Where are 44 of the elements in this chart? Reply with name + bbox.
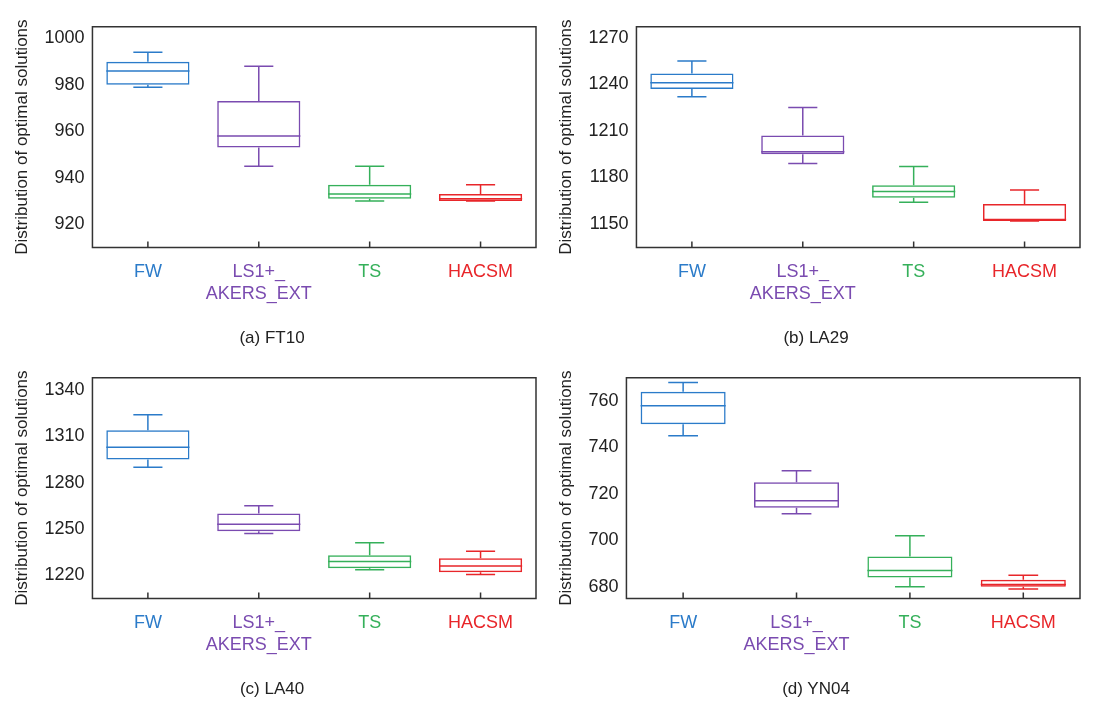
x-tick-label: HACSM xyxy=(448,261,514,282)
x-tick-label: HACSM xyxy=(990,612,1056,633)
y-tick-label: 980 xyxy=(54,73,85,94)
y-tick-label: 1310 xyxy=(44,425,85,446)
text: (b) LA29 xyxy=(783,328,849,348)
y-tick-label: 960 xyxy=(54,120,85,141)
y-tick-label: 1340 xyxy=(44,379,85,400)
x-tick-label: FW xyxy=(133,612,162,633)
x-tick-label: HACSM xyxy=(992,261,1058,282)
y-tick-label: 760 xyxy=(588,389,619,410)
text: (a) FT10 xyxy=(239,328,305,348)
y-tick-label: 1240 xyxy=(588,73,629,94)
x-tick-label: TS xyxy=(902,261,926,282)
y-tick-label: 1250 xyxy=(44,517,85,538)
x-tick-label: FW xyxy=(669,612,698,633)
y-axis-title: Distribution of optimal solutions xyxy=(555,370,575,606)
text: (d) YN04 xyxy=(782,679,850,699)
y-tick-label: 740 xyxy=(588,436,619,457)
y-tick-label: 680 xyxy=(588,575,619,596)
y-tick-label: 720 xyxy=(588,482,619,503)
x-tick-label: TS xyxy=(358,612,382,633)
y-tick-label: 1280 xyxy=(44,471,85,492)
y-tick-label: 700 xyxy=(588,529,619,550)
x-tick-label: LS1+_ AKERS_EXT xyxy=(743,612,850,655)
x-tick-label: TS xyxy=(358,261,382,282)
x-tick-label: HACSM xyxy=(448,612,514,633)
x-tick-label: LS1+_ AKERS_EXT xyxy=(749,261,856,304)
y-tick-label: 1210 xyxy=(588,119,629,140)
y-axis-title: Distribution of optimal solutions xyxy=(555,19,575,255)
x-tick-label: LS1+_ AKERS_EXT xyxy=(205,612,312,655)
y-tick-label: 1220 xyxy=(44,564,85,585)
y-tick-label: 1000 xyxy=(44,27,85,48)
y-axis-title: Distribution of optimal solutions xyxy=(11,370,31,606)
y-tick-label: 1270 xyxy=(588,26,629,47)
y-tick-label: 940 xyxy=(54,166,85,187)
y-tick-label: 1180 xyxy=(589,166,629,187)
y-tick-label: 1150 xyxy=(589,213,629,234)
y-axis-title: Distribution of optimal solutions xyxy=(11,19,31,255)
x-tick-label: LS1+_ AKERS_EXT xyxy=(205,261,312,304)
text: (c) LA40 xyxy=(239,679,305,699)
y-tick-label: 920 xyxy=(54,213,85,234)
x-tick-label: FW xyxy=(677,261,706,282)
x-tick-label: FW xyxy=(133,261,162,282)
x-tick-label: TS xyxy=(898,612,922,633)
